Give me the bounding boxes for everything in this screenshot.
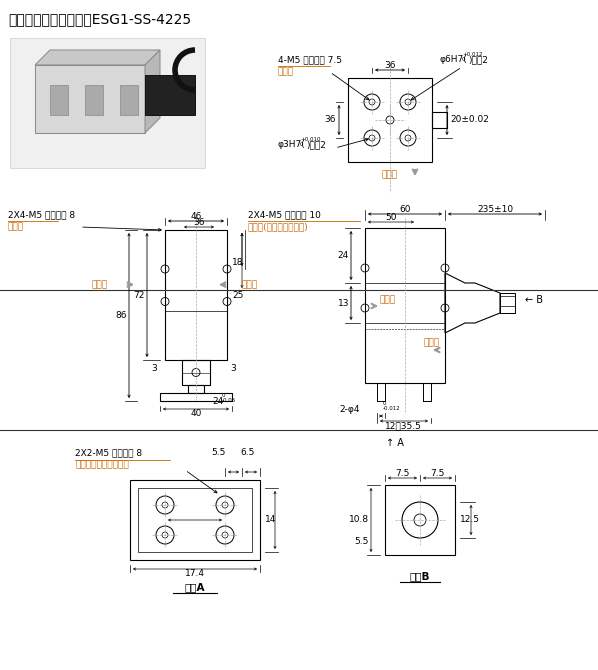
- Bar: [145, 75, 195, 115]
- Text: 0: 0: [300, 142, 304, 147]
- Text: )深サ2: )深サ2: [468, 55, 488, 64]
- Text: 矢視B: 矢視B: [410, 571, 430, 581]
- Text: 0: 0: [462, 57, 465, 62]
- Text: 86: 86: [115, 311, 127, 320]
- Text: -0.05: -0.05: [222, 398, 236, 403]
- Text: 12～35.5: 12～35.5: [385, 421, 422, 430]
- Text: -0.012: -0.012: [383, 406, 401, 411]
- Bar: [138, 488, 252, 552]
- Text: 5.5: 5.5: [355, 537, 369, 545]
- Text: +0.010: +0.010: [300, 137, 321, 142]
- Text: 72: 72: [133, 291, 145, 299]
- Text: 46: 46: [190, 212, 202, 221]
- Bar: [165, 230, 227, 360]
- Text: 取付面: 取付面: [382, 170, 398, 179]
- Text: 2X4-M5 有効深サ 10: 2X4-M5 有効深サ 10: [248, 210, 321, 219]
- Text: 0: 0: [383, 401, 386, 406]
- Text: 36: 36: [325, 115, 336, 125]
- Text: 取付用: 取付用: [278, 67, 294, 76]
- Bar: [385, 485, 455, 555]
- Bar: [130, 480, 260, 560]
- Text: 0: 0: [222, 393, 225, 398]
- Bar: [188, 385, 204, 393]
- Bar: [182, 360, 210, 385]
- Text: アタッチメント取付用: アタッチメント取付用: [75, 460, 129, 469]
- Bar: [500, 293, 515, 313]
- Text: シングルカムタイプ／ESG1-SS-4225: シングルカムタイプ／ESG1-SS-4225: [8, 12, 191, 26]
- Text: 取付面: 取付面: [242, 280, 258, 289]
- Text: 36: 36: [385, 61, 396, 70]
- Text: 3: 3: [151, 364, 157, 373]
- Text: 取付面: 取付面: [92, 280, 108, 289]
- Text: 7.5: 7.5: [395, 469, 410, 478]
- Bar: [432, 112, 447, 128]
- Text: 矢視A: 矢視A: [185, 582, 205, 592]
- Text: 25: 25: [232, 291, 243, 300]
- Bar: [365, 228, 445, 383]
- Text: 7.5: 7.5: [431, 469, 445, 478]
- Text: φ6H7(: φ6H7(: [440, 55, 468, 64]
- Text: 235±10: 235±10: [477, 205, 513, 214]
- Text: 2X4-M5 有効深サ 8: 2X4-M5 有効深サ 8: [8, 210, 75, 219]
- Bar: [160, 393, 232, 401]
- Text: 60: 60: [399, 205, 411, 214]
- Text: 6.5: 6.5: [241, 448, 255, 457]
- Text: 17.4: 17.4: [185, 569, 205, 578]
- Text: 12.5: 12.5: [460, 515, 480, 525]
- Text: 取付面: 取付面: [424, 338, 440, 348]
- Text: 2-φ4: 2-φ4: [340, 405, 360, 414]
- Text: 3: 3: [230, 364, 236, 373]
- Text: 取付面: 取付面: [380, 295, 396, 304]
- Text: )深サ2: )深サ2: [306, 140, 326, 149]
- Text: 24: 24: [212, 397, 223, 406]
- Bar: [50, 85, 68, 115]
- Bar: [35, 65, 145, 133]
- Polygon shape: [145, 50, 160, 133]
- Text: 18: 18: [232, 258, 243, 267]
- Text: 取付用(反対側も取付可): 取付用(反対側も取付可): [248, 222, 309, 231]
- Text: 50: 50: [385, 213, 396, 222]
- Text: +0.012: +0.012: [462, 52, 483, 57]
- Text: 36: 36: [193, 218, 205, 227]
- Bar: [85, 85, 103, 115]
- Text: 40: 40: [190, 409, 202, 418]
- Bar: [10, 38, 205, 168]
- Text: 24: 24: [338, 251, 349, 259]
- Text: 取付用: 取付用: [8, 222, 24, 231]
- Text: 4-M5 有効深サ 7.5: 4-M5 有効深サ 7.5: [278, 55, 342, 64]
- Text: 20±0.02: 20±0.02: [450, 115, 489, 125]
- Text: 13: 13: [337, 299, 349, 308]
- Text: 2X2-M5 有効深サ 8: 2X2-M5 有効深サ 8: [75, 448, 142, 457]
- Bar: [120, 85, 138, 115]
- Text: 5.5: 5.5: [211, 448, 225, 457]
- Text: φ3H7(: φ3H7(: [278, 140, 306, 149]
- Text: 14: 14: [265, 515, 276, 525]
- Polygon shape: [35, 50, 160, 65]
- Text: ↑ A: ↑ A: [386, 438, 404, 448]
- Bar: [348, 78, 432, 162]
- Text: 10.8: 10.8: [349, 515, 369, 525]
- Text: ← B: ← B: [525, 295, 543, 305]
